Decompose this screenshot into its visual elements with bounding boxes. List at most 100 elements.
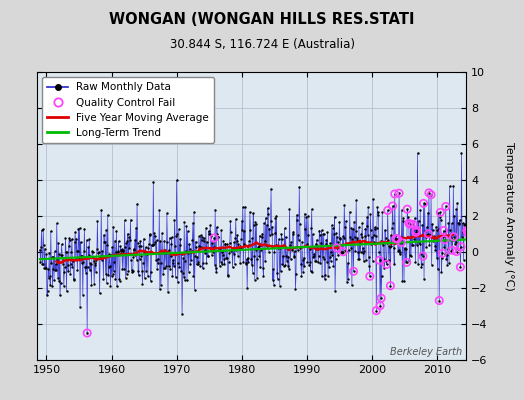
Point [179, 255, 188, 261]
Point [85, 267, 94, 274]
Point [74, 225, 83, 232]
Point [282, 258, 291, 264]
Point [91, 262, 99, 268]
Point [133, 200, 141, 207]
Point [275, 236, 283, 242]
Point [202, 225, 210, 231]
Point [391, 236, 400, 242]
Point [383, 240, 391, 246]
Point [230, 239, 238, 246]
Point [435, 297, 443, 304]
Point [116, 247, 125, 253]
Point [211, 262, 219, 268]
Point [91, 260, 100, 266]
Text: Berkeley Earth: Berkeley Earth [390, 347, 462, 357]
Point [396, 251, 404, 257]
Point [237, 218, 246, 224]
Point [179, 269, 187, 276]
Point [323, 258, 331, 265]
Point [421, 234, 430, 240]
Point [318, 227, 326, 234]
Point [81, 264, 89, 270]
Point [402, 246, 410, 252]
Point [92, 269, 100, 275]
Point [59, 261, 68, 267]
Point [375, 248, 383, 255]
Point [214, 234, 222, 240]
Point [308, 206, 316, 212]
Point [442, 256, 451, 262]
Point [297, 260, 305, 267]
Point [57, 280, 65, 287]
Point [238, 227, 246, 233]
Point [106, 262, 114, 269]
Point [176, 242, 184, 248]
Point [51, 267, 59, 273]
Point [407, 252, 415, 259]
Point [148, 242, 157, 248]
Point [392, 236, 401, 243]
Point [455, 221, 463, 227]
Point [176, 236, 184, 242]
Point [265, 248, 273, 255]
Point [76, 304, 84, 310]
Point [315, 232, 324, 238]
Point [437, 269, 445, 275]
Point [365, 254, 373, 260]
Point [146, 232, 154, 238]
Point [105, 251, 114, 258]
Point [362, 257, 370, 264]
Point [121, 244, 129, 250]
Point [288, 245, 296, 251]
Point [97, 207, 105, 213]
Point [127, 266, 136, 273]
Point [422, 224, 431, 230]
Point [90, 258, 98, 264]
Point [257, 242, 266, 248]
Point [398, 278, 407, 284]
Point [216, 244, 224, 251]
Point [158, 230, 166, 237]
Point [184, 250, 192, 256]
Point [188, 237, 196, 244]
Point [281, 234, 290, 240]
Point [58, 241, 66, 248]
Point [312, 236, 321, 243]
Point [183, 277, 191, 283]
Point [51, 261, 60, 267]
Point [384, 207, 392, 214]
Point [138, 268, 146, 274]
Point [118, 246, 126, 252]
Point [69, 258, 77, 264]
Point [344, 247, 353, 253]
Point [136, 238, 145, 245]
Point [441, 251, 450, 257]
Point [163, 239, 172, 245]
Point [267, 186, 275, 192]
Point [432, 223, 440, 230]
Point [372, 308, 380, 314]
Point [104, 272, 113, 278]
Point [287, 256, 295, 262]
Point [295, 184, 303, 191]
Point [137, 243, 145, 249]
Point [126, 237, 134, 243]
Point [39, 226, 47, 232]
Point [308, 268, 316, 275]
Point [168, 234, 176, 240]
Point [436, 209, 444, 216]
Point [134, 240, 142, 246]
Point [258, 230, 267, 237]
Point [264, 205, 272, 211]
Point [93, 246, 101, 252]
Point [191, 252, 199, 259]
Point [367, 227, 375, 234]
Point [339, 248, 347, 255]
Point [409, 221, 418, 228]
Point [310, 253, 319, 259]
Point [248, 269, 257, 276]
Point [155, 250, 163, 256]
Point [58, 252, 67, 258]
Point [341, 224, 349, 230]
Point [312, 258, 320, 264]
